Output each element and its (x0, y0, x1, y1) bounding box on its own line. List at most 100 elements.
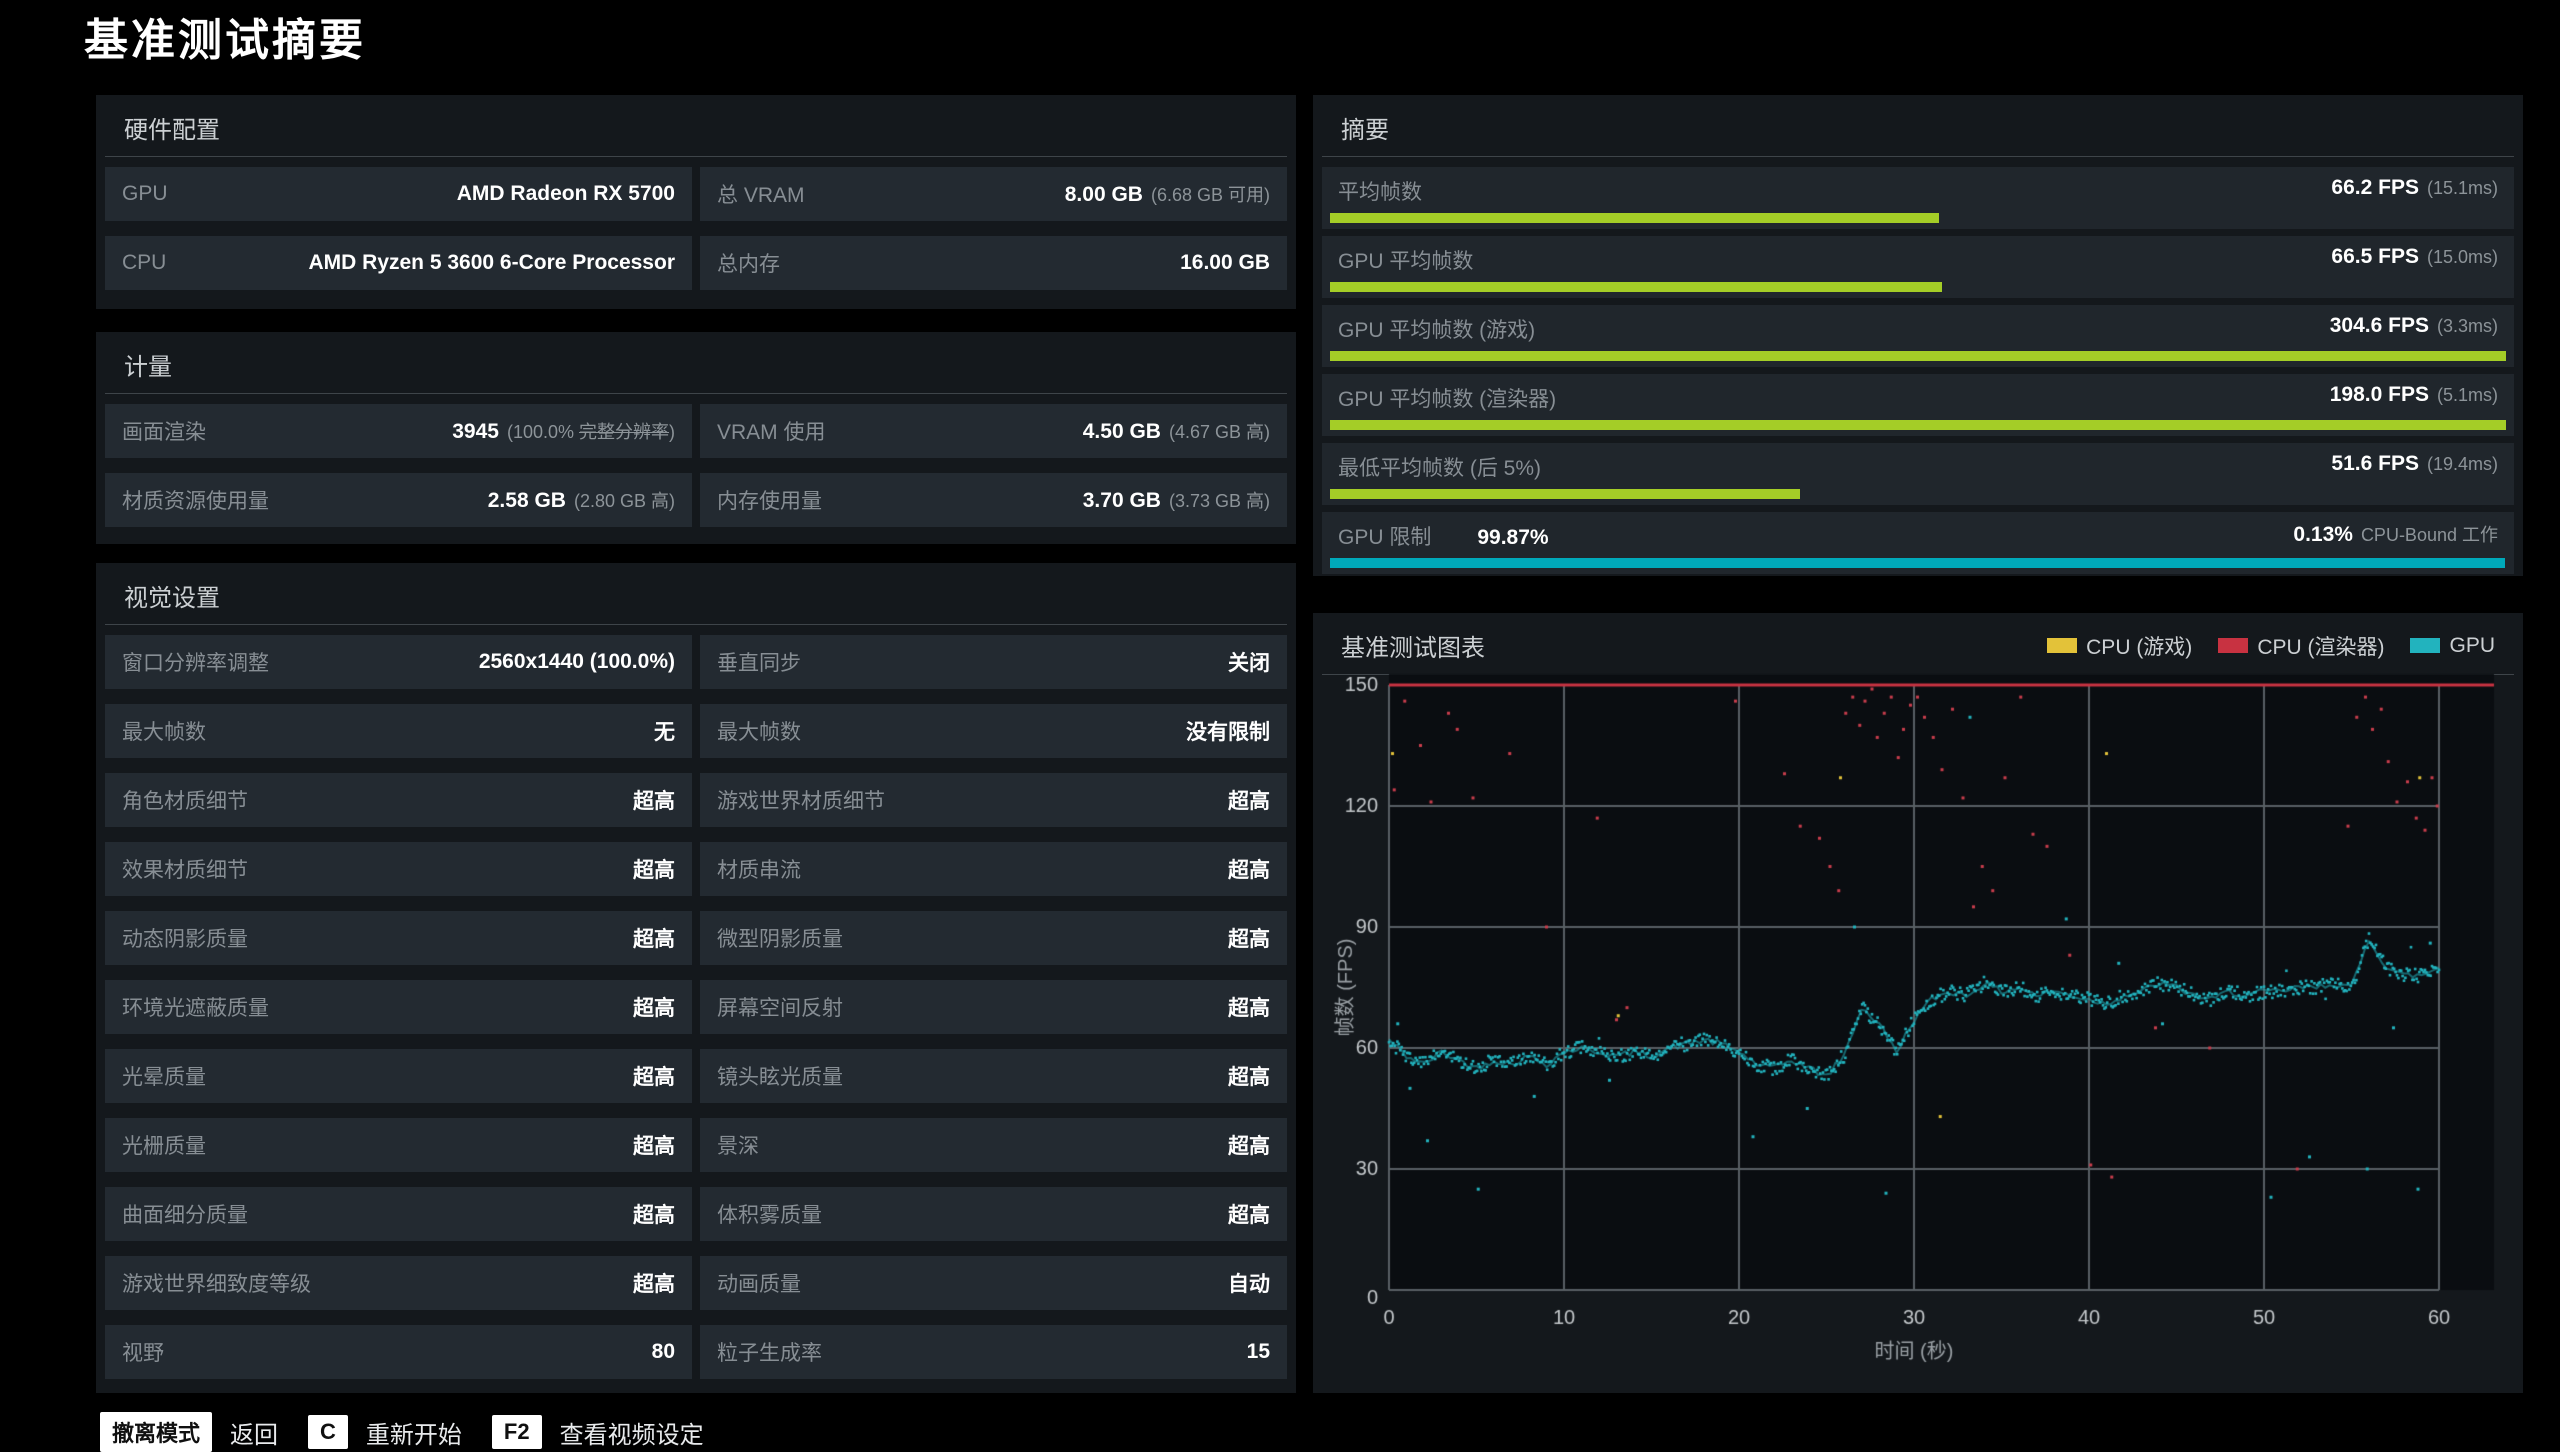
setting-value: 超高 (1228, 859, 1270, 882)
legend-item-gpu: GPU (2410, 634, 2495, 658)
setting-value: 超高 (633, 997, 675, 1020)
setting-value: 2.58 GB (2.80 GB 高) (487, 489, 675, 512)
setting-value: 关闭 (1228, 652, 1270, 675)
setting-value: 超高 (633, 859, 675, 882)
visual-setting-cell: 游戏世界细致度等级 超高 (105, 1256, 692, 1310)
summary-row-gpu-avg-fps-renderer: GPU 平均帧数 (渲染器) 198.0 FPS (5.1ms) (1322, 374, 2514, 436)
setting-label: 微型阴影质量 (717, 928, 843, 951)
metric-cell: 内存使用量 3.70 GB (3.73 GB 高) (700, 473, 1287, 527)
setting-label: 视野 (122, 1342, 164, 1365)
setting-label: GPU (122, 182, 168, 205)
setting-value: 80 (651, 1340, 675, 1363)
footer-hint-back[interactable]: 撤离模式 返回 (100, 1412, 278, 1452)
visual-setting-cell: 体积雾质量 超高 (700, 1187, 1287, 1241)
visual-setting-cell: 游戏世界材质细节 超高 (700, 773, 1287, 827)
summary-value-note: CPU-Bound 工作 (2360, 525, 2498, 545)
legend-label: GPU (2449, 633, 2495, 657)
setting-value: 8.00 GB (6.68 GB 可用) (1064, 183, 1270, 206)
hardware-cell: CPU AMD Ryzen 5 3600 6-Core Processor (105, 236, 692, 290)
setting-label: 动画质量 (717, 1273, 801, 1296)
setting-value: 无 (654, 721, 675, 744)
benchmark-chart-canvas (1322, 665, 2514, 1391)
setting-value: 16.00 GB (1180, 251, 1270, 274)
setting-label: 材质资源使用量 (122, 490, 269, 513)
setting-note: (6.68 GB 可用) (1150, 185, 1270, 205)
summary-label: GPU 限制 99.87% (1338, 526, 1549, 549)
visual-setting-row: 曲面细分质量 超高 体积雾质量 超高 (105, 1187, 1287, 1241)
summary-label: 平均帧数 (1338, 181, 1422, 204)
visual-setting-cell: 光栅质量 超高 (105, 1118, 692, 1172)
visual-setting-cell: 动态阴影质量 超高 (105, 911, 692, 965)
summary-row-top: GPU 平均帧数 66.5 FPS (15.0ms) (1322, 236, 2514, 275)
summary-bar (1330, 489, 1801, 499)
hardware-row: CPU AMD Ryzen 5 3600 6-Core Processor 总内存 1… (105, 236, 1287, 290)
visual-setting-cell: 动画质量 自动 (700, 1256, 1287, 1310)
legend-label: CPU (游戏) (2086, 635, 2193, 659)
summary-bar (1330, 420, 2506, 430)
visual-setting-cell: 最大帧数 没有限制 (700, 704, 1287, 758)
visual-settings-panel: 视觉设置 窗口分辨率调整 2560x1440 (100.0%) 垂直同步 关闭 最大帧数… (96, 563, 1296, 1393)
summary-value: 0.13% CPU-Bound 工作 (2293, 523, 2498, 546)
setting-label: VRAM 使用 (717, 421, 826, 444)
summary-label: GPU 平均帧数 (渲染器) (1338, 388, 1557, 411)
footer-hint-label: 重新开始 (365, 1421, 462, 1449)
summary-value: 198.0 FPS (5.1ms) (2329, 383, 2498, 406)
summary-rows: 平均帧数 66.2 FPS (15.1ms) GPU 平均帧数 66.5 FPS (15.… (1322, 167, 2514, 574)
setting-value: 超高 (633, 1273, 675, 1296)
visual-settings-rows: 窗口分辨率调整 2560x1440 (100.0%) 垂直同步 关闭 最大帧数无最大帧数… (105, 635, 1287, 1379)
divider (1322, 156, 2514, 157)
hardware-config-header: 硬件配置 (124, 117, 220, 144)
hardware-config-panel: 硬件配置 GPU AMD Radeon RX 5700 总 VRAM 8.00 GB(… (96, 95, 1296, 309)
setting-note: (2.80 GB 高) (573, 491, 675, 511)
summary-value-note: (15.0ms) (2426, 247, 2498, 267)
hardware-rows: GPU AMD Radeon RX 5700 总 VRAM 8.00 GB (6.68 … (105, 167, 1287, 290)
visual-setting-row: 最大帧数 无 最大帧数 没有限制 (105, 704, 1287, 758)
summary-row-top: 最低平均帧数 (后 5%) 51.6 FPS (19.4ms) (1322, 443, 2514, 482)
setting-label: 总内存 (717, 253, 780, 276)
setting-note: (4.67 GB 高) (1168, 422, 1270, 442)
metrics-header: 计量 (124, 354, 172, 381)
visual-setting-cell: 环境光遮蔽质量 超高 (105, 980, 692, 1034)
summary-label-value: 99.87% (1477, 526, 1549, 549)
summary-row-top: GPU 限制 99.87% 0.13% CPU-Bound 工作 (1322, 512, 2514, 551)
setting-note-strike: 完整分辨率 (579, 422, 669, 442)
setting-value: 3945 (100.0% 完整分辨率) (452, 420, 675, 443)
visual-setting-cell: 屏幕空间反射 超高 (700, 980, 1287, 1034)
summary-value: 66.2 FPS (15.1ms) (2331, 176, 2498, 199)
page-title: 基准测试摘要 (84, 16, 366, 65)
setting-value: 超高 (1228, 1204, 1270, 1227)
footer-hint-label: 返回 (230, 1421, 279, 1449)
hardware-cell: GPU AMD Radeon RX 5700 (105, 167, 692, 221)
visual-setting-cell: 材质串流 超高 (700, 842, 1287, 896)
setting-label: 画面渲染 (122, 421, 206, 444)
setting-value: 超高 (633, 928, 675, 951)
summary-bar (1330, 558, 2505, 568)
setting-label: 景深 (717, 1135, 759, 1158)
footer-hint-video-settings[interactable]: F2 查看视频设定 (491, 1415, 704, 1450)
summary-value-note: (5.1ms) (2436, 385, 2498, 405)
setting-label: 材质串流 (717, 859, 801, 882)
visual-setting-row: 光晕质量 超高 镜头眩光质量 超高 (105, 1049, 1287, 1103)
visual-setting-cell: 微型阴影质量 超高 (700, 911, 1287, 965)
setting-label: 动态阴影质量 (122, 928, 248, 951)
legend-swatch-cpu-game-icon (2047, 638, 2078, 653)
summary-value-note: (15.1ms) (2426, 178, 2498, 198)
visual-setting-cell: 镜头眩光质量 超高 (700, 1049, 1287, 1103)
footer-hint-restart[interactable]: C 重新开始 (308, 1415, 462, 1450)
setting-value: 超高 (633, 1135, 675, 1158)
setting-value: 没有限制 (1186, 721, 1270, 744)
summary-bar (1330, 282, 1942, 292)
summary-row-gpu-bound: GPU 限制 99.87% 0.13% CPU-Bound 工作 (1322, 512, 2514, 574)
footer-hint-label: 查看视频设定 (559, 1421, 704, 1449)
setting-label: 游戏世界材质细节 (717, 790, 885, 813)
setting-note: (3.73 GB 高) (1168, 491, 1270, 511)
summary-value-note: (19.4ms) (2426, 454, 2498, 474)
metric-row: 材质资源使用量 2.58 GB (2.80 GB 高) 内存使用量 3.70 GB (3.… (105, 473, 1287, 527)
visual-setting-row: 游戏世界细致度等级 超高 动画质量 自动 (105, 1256, 1287, 1310)
visual-setting-row: 窗口分辨率调整 2560x1440 (100.0%) 垂直同步 关闭 (105, 635, 1287, 689)
setting-label: 环境光遮蔽质量 (122, 997, 269, 1020)
summary-label: GPU 平均帧数 (游戏) (1338, 319, 1536, 342)
legend-label: CPU (渲染器) (2257, 635, 2385, 659)
setting-value: 15 (1246, 1340, 1270, 1363)
metrics-rows: 画面渲染 3945 (100.0% 完整分辨率) VRAM 使用 4.50 GB (4.6… (105, 404, 1287, 527)
